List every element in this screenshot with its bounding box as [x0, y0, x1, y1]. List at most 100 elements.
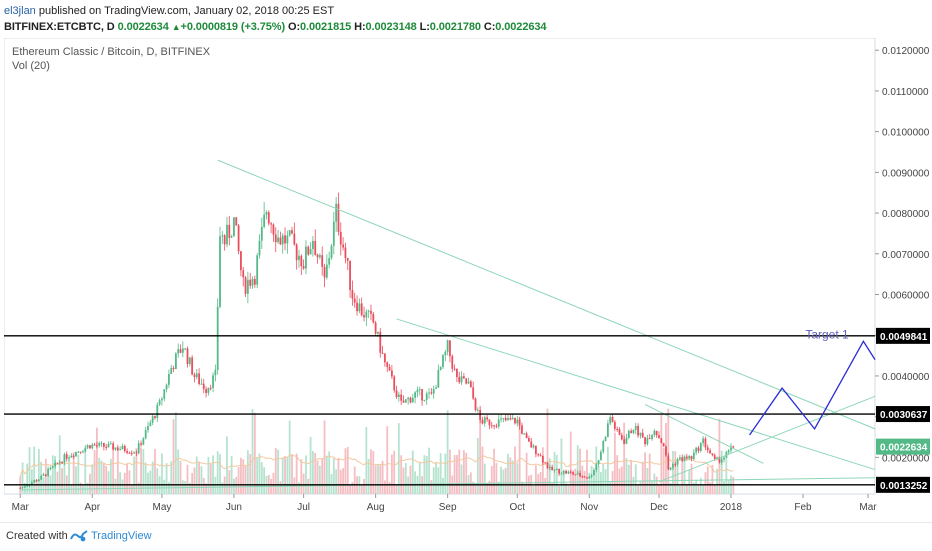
candle-body [86, 445, 89, 448]
candle-body [207, 387, 210, 393]
tradingview-link[interactable]: TradingView [91, 530, 152, 542]
candle-body [476, 409, 479, 411]
candle-body [581, 476, 584, 478]
candle-body [616, 428, 619, 430]
candle-body [116, 447, 119, 450]
volume-bar [349, 485, 351, 494]
candle-body [393, 376, 396, 391]
candle-body [465, 378, 468, 384]
candle-body [595, 464, 598, 470]
volume-bar [135, 448, 138, 494]
x-tick-label: May [152, 502, 171, 513]
volume-bar [676, 459, 679, 494]
volume-bar [648, 453, 651, 494]
candle-body [637, 425, 639, 436]
candle-body [37, 479, 40, 482]
candle-body [137, 443, 140, 454]
volume-bar [186, 464, 189, 494]
candle-body [328, 258, 331, 265]
volume-bar [414, 471, 417, 494]
candle-body [630, 430, 633, 434]
candle-body [286, 235, 289, 244]
candle-body [437, 370, 440, 388]
volume-bar [365, 426, 368, 494]
candle-body [249, 279, 252, 286]
volume-bar [21, 462, 24, 494]
candle-body [658, 435, 660, 439]
volume-bar [462, 450, 465, 494]
candle-body [181, 348, 184, 353]
indicator-label: Vol (20) [12, 60, 50, 72]
candle-body [669, 467, 672, 470]
candle-body [539, 455, 542, 457]
level-tag-bg [876, 476, 930, 493]
volume-bar [583, 471, 586, 494]
candle-body [82, 451, 84, 453]
candle-body [307, 246, 310, 255]
candle-body [590, 475, 593, 477]
price-chart[interactable]: Target 1 Ethereum Classic / Bitcoin, D, … [3, 37, 931, 518]
candle-body [267, 212, 270, 224]
volume-bar [593, 471, 595, 494]
volume-bar [128, 470, 131, 494]
volume-bar [351, 482, 354, 494]
candle-body [158, 400, 161, 405]
volume-bar [490, 466, 493, 494]
candle-body [706, 447, 709, 451]
candle-body [233, 217, 235, 237]
candle-body [639, 432, 642, 436]
volume-bar [216, 451, 219, 494]
volume-bar [493, 448, 495, 494]
volume-bar [544, 477, 547, 494]
candle-body [161, 398, 163, 401]
candle-body [212, 375, 214, 388]
candle-body [618, 429, 621, 435]
chart-frame[interactable]: Target 1 Ethereum Classic / Bitcoin, D, … [3, 37, 931, 518]
volume-bar [432, 467, 435, 494]
x-tick-label: Dec [650, 502, 668, 513]
volume-bar [504, 467, 507, 494]
candle-body [358, 303, 361, 312]
x-tick-label: Feb [794, 502, 812, 513]
candle-body [35, 480, 38, 482]
candle-body [96, 445, 98, 447]
volume-bar [404, 462, 407, 494]
volume-bar [418, 462, 421, 494]
candle-body [42, 474, 45, 476]
candle-body [302, 266, 305, 269]
tradingview-logo-icon[interactable] [70, 530, 88, 542]
target-annotation: Target 1 [805, 327, 849, 341]
candle-body [219, 236, 221, 307]
volume-bar [228, 470, 231, 494]
candle-body [456, 369, 458, 378]
candle-body [665, 446, 667, 456]
candle-body [518, 419, 521, 426]
x-tick-label: Nov [580, 502, 598, 513]
volume-bar [367, 459, 370, 494]
candle-body [388, 366, 391, 371]
candle-body [474, 398, 477, 411]
plot-area[interactable] [3, 37, 876, 495]
horizontal-levels [4, 335, 875, 486]
volume-bar [260, 462, 263, 494]
candle-body [274, 234, 277, 243]
volume-bar [665, 422, 667, 494]
candle-body [672, 464, 674, 468]
candle-body [40, 475, 43, 480]
author-link[interactable]: el3jlan [4, 5, 36, 17]
candle-body [397, 394, 400, 398]
volume-bar [509, 457, 512, 494]
candle-body [699, 443, 702, 451]
candle-body [609, 416, 612, 424]
candle-body [442, 355, 444, 368]
candle-body [428, 392, 430, 394]
candle-body [260, 226, 263, 241]
volume-bar [82, 485, 84, 494]
candle-body [195, 373, 198, 378]
volume-bar [625, 458, 628, 494]
candle-body [186, 348, 189, 365]
candle-body [632, 429, 635, 434]
volume-bar [514, 446, 516, 494]
candle-body [237, 225, 240, 252]
candle-body [293, 233, 296, 245]
